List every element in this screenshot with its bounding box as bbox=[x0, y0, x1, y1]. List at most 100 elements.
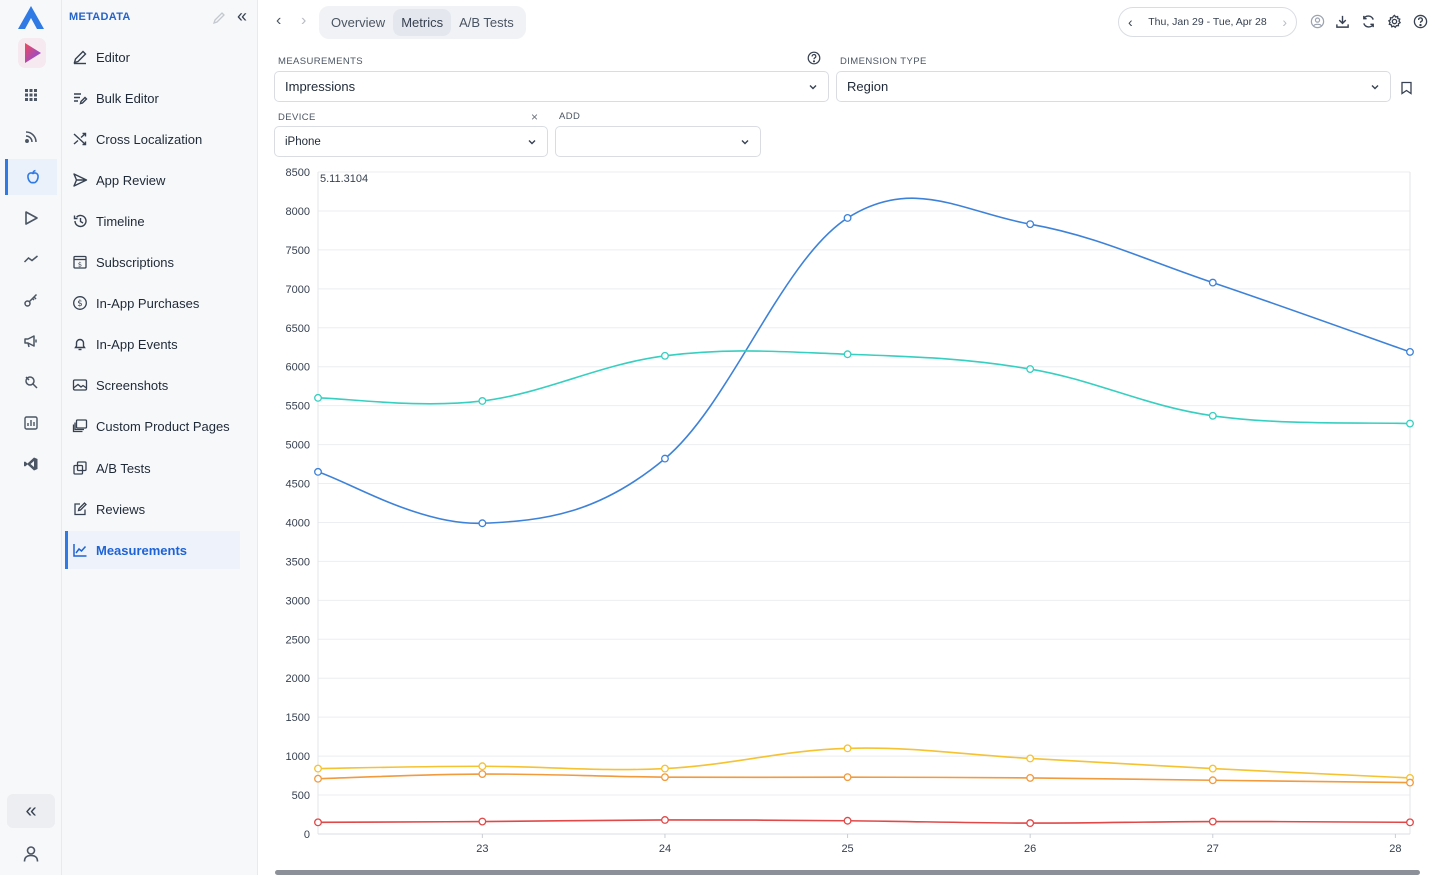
rail-keywords[interactable] bbox=[5, 282, 57, 318]
collapse-sidebar-button[interactable]: « bbox=[237, 6, 248, 26]
apple-icon bbox=[26, 169, 39, 184]
refresh-icon[interactable] bbox=[1361, 14, 1376, 29]
rail-reports[interactable] bbox=[5, 405, 57, 441]
add-label: ADD bbox=[559, 111, 581, 122]
sidebar-item-label: Editor bbox=[96, 49, 130, 65]
y-tick-label: 500 bbox=[292, 790, 310, 802]
dimension-type-value: Region bbox=[847, 79, 889, 94]
data-point bbox=[1208, 764, 1217, 773]
measurements-select[interactable]: Impressions bbox=[274, 71, 829, 102]
data-point bbox=[314, 393, 322, 402]
app-avatar-icon[interactable] bbox=[18, 38, 46, 68]
y-tick-label: 5500 bbox=[286, 401, 310, 413]
y-tick-label: 6000 bbox=[286, 362, 310, 374]
device-select[interactable]: iPhone bbox=[274, 126, 548, 157]
sidebar-item-cross-localization[interactable]: Cross Localization bbox=[65, 120, 240, 158]
sidebar-item-in-app-purchases[interactable]: $ In-App Purchases bbox=[65, 284, 240, 322]
data-point bbox=[1026, 220, 1035, 229]
series-line bbox=[317, 350, 1411, 425]
date-next-icon[interactable]: › bbox=[1282, 14, 1287, 30]
date-prev-icon[interactable]: ‹ bbox=[1128, 14, 1133, 30]
send-icon bbox=[73, 173, 88, 187]
device-clear-button[interactable]: × bbox=[531, 110, 539, 124]
bookmark-icon[interactable] bbox=[1400, 81, 1413, 95]
series-line bbox=[317, 197, 1411, 525]
rail-rss[interactable] bbox=[5, 119, 57, 155]
sidebar-item-label: In-App Events bbox=[96, 336, 178, 352]
sidebar-item-label: Timeline bbox=[96, 213, 145, 229]
sidebar-item-label: Screenshots bbox=[96, 377, 169, 393]
metadata-sidebar: METADATA « Editor Bulk Editor Cross Loca… bbox=[62, 0, 258, 875]
account-icon[interactable] bbox=[1310, 14, 1325, 29]
svg-text:$: $ bbox=[77, 299, 82, 309]
measurements-value: Impressions bbox=[285, 79, 356, 94]
sidebar-item-in-app-events[interactable]: In-App Events bbox=[65, 325, 240, 363]
copy-icon bbox=[73, 461, 87, 475]
sidebar-item-app-review[interactable]: App Review bbox=[65, 161, 240, 199]
data-point bbox=[661, 764, 669, 773]
user-icon[interactable] bbox=[21, 844, 41, 864]
data-point bbox=[314, 764, 322, 773]
rail-app-store[interactable] bbox=[5, 159, 57, 195]
measurements-help-icon[interactable] bbox=[807, 51, 821, 65]
sidebar-item-timeline[interactable]: Timeline bbox=[65, 202, 240, 240]
add-dimension-select[interactable] bbox=[555, 126, 761, 157]
y-tick-label: 6500 bbox=[286, 323, 310, 335]
y-tick-label: 3000 bbox=[286, 595, 310, 607]
rail-grid[interactable] bbox=[5, 77, 57, 113]
sidebar-item-editor[interactable]: Editor bbox=[65, 38, 240, 76]
tab-ab-tests[interactable]: A/B Tests bbox=[459, 15, 514, 30]
rail-integrations[interactable] bbox=[5, 446, 57, 482]
sidebar-item-custom-product-pages[interactable]: Custom Product Pages bbox=[65, 407, 240, 445]
data-point bbox=[314, 774, 322, 783]
chart-annotation: 5.11.3104 bbox=[320, 173, 368, 185]
settings-icon[interactable] bbox=[1387, 14, 1402, 29]
date-range-picker[interactable]: ‹ Thu, Jan 29 - Tue, Apr 28 › bbox=[1118, 7, 1297, 37]
aso-logo-icon[interactable] bbox=[17, 5, 45, 31]
download-icon[interactable] bbox=[1335, 14, 1350, 29]
sidebar-item-subscriptions[interactable]: $ Subscriptions bbox=[65, 243, 240, 281]
layers-icon bbox=[72, 419, 88, 433]
tab-metrics[interactable]: Metrics bbox=[393, 9, 452, 36]
tab-overview[interactable]: Overview bbox=[331, 15, 386, 30]
back-button[interactable]: ‹ bbox=[276, 12, 282, 29]
chevron-down-icon bbox=[1371, 84, 1379, 89]
chart-line-icon bbox=[73, 544, 87, 557]
edit-pencil-icon[interactable] bbox=[212, 11, 226, 25]
data-point bbox=[478, 397, 487, 405]
subscription-icon: $ bbox=[73, 255, 87, 269]
play-store-icon bbox=[25, 211, 38, 225]
rail-campaigns[interactable] bbox=[5, 323, 57, 359]
y-tick-label: 8500 bbox=[286, 167, 310, 179]
rail-trends[interactable] bbox=[5, 241, 57, 277]
data-point bbox=[661, 351, 669, 360]
image-icon bbox=[72, 379, 88, 391]
horizontal-scrollbar[interactable] bbox=[275, 870, 1420, 875]
rail-keyword-research[interactable] bbox=[5, 364, 57, 400]
data-point bbox=[661, 454, 669, 463]
data-point bbox=[478, 519, 487, 528]
sidebar-item-label: In-App Purchases bbox=[96, 295, 200, 311]
y-tick-label: 3500 bbox=[286, 556, 310, 568]
sidebar-item-ab-tests[interactable]: A/B Tests bbox=[65, 449, 240, 487]
bell-icon bbox=[74, 338, 86, 351]
forward-button[interactable]: › bbox=[301, 12, 307, 29]
report-icon bbox=[24, 416, 38, 430]
help-icon[interactable] bbox=[1413, 14, 1428, 29]
vscode-icon bbox=[24, 457, 38, 471]
sidebar-item-reviews[interactable]: Reviews bbox=[65, 490, 240, 528]
data-point bbox=[1406, 818, 1414, 827]
data-point bbox=[1208, 776, 1217, 785]
sidebar-item-bulk-editor[interactable]: Bulk Editor bbox=[65, 79, 240, 117]
chevron-down-icon bbox=[528, 139, 536, 144]
data-point bbox=[843, 773, 852, 782]
sidebar-item-label: A/B Tests bbox=[96, 460, 151, 476]
collapse-rail-button[interactable]: « bbox=[7, 794, 55, 828]
measurements-line-chart: 0 500 1000 1500 2000 2500 3000 3500 4000 4500 5000… bbox=[286, 167, 1414, 855]
rail-play-store[interactable] bbox=[5, 200, 57, 236]
data-point bbox=[1208, 278, 1217, 287]
sidebar-item-measurements[interactable]: Measurements bbox=[65, 531, 240, 569]
dimension-type-select[interactable]: Region bbox=[836, 71, 1391, 102]
data-point bbox=[1406, 778, 1414, 787]
sidebar-item-screenshots[interactable]: Screenshots bbox=[65, 366, 240, 404]
